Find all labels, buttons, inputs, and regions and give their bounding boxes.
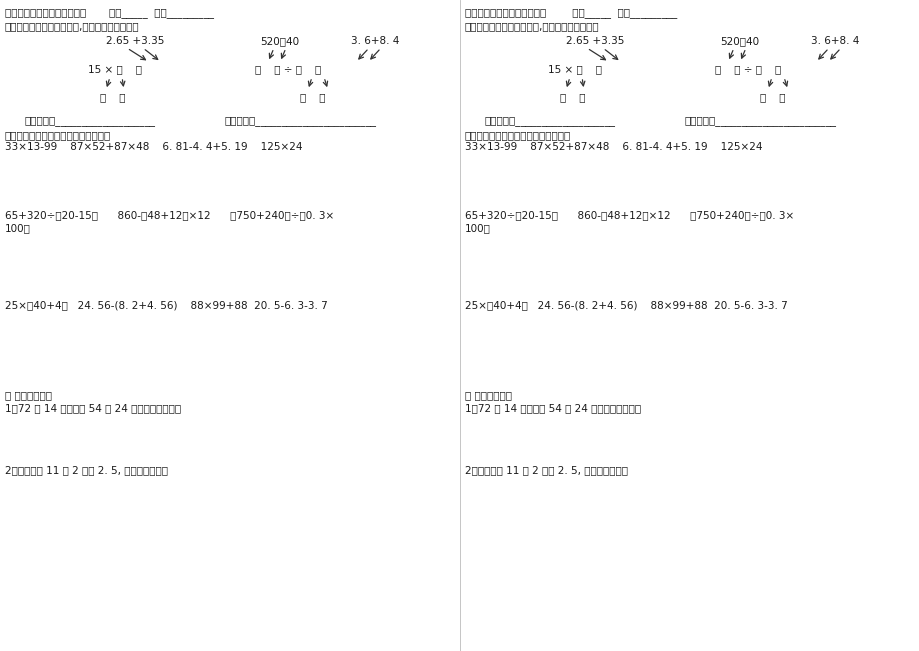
Text: 33×13-99    87×52+87×48    6. 81-4. 4+5. 19    125×24: 33×13-99 87×52+87×48 6. 81-4. 4+5. 19 12… bbox=[5, 142, 302, 152]
Text: （    ）: （ ） bbox=[560, 92, 584, 102]
Text: 四年级下册计算题练习第五天        学号_____  姓名_________: 四年级下册计算题练习第五天 学号_____ 姓名_________ bbox=[464, 8, 676, 18]
Text: 一、在括号里填上适当的数,然后列出综合算式：: 一、在括号里填上适当的数,然后列出综合算式： bbox=[464, 21, 599, 31]
Text: 三、计算，有些能简便的要简便计算：: 三、计算，有些能简便的要简便计算： bbox=[5, 130, 111, 140]
Text: （    ）: （ ） bbox=[759, 92, 785, 102]
Text: 2、一个数比 11 的 2 倍少 2. 5, 这个数是多少？: 2、一个数比 11 的 2 倍少 2. 5, 这个数是多少？ bbox=[464, 465, 628, 475]
Text: 520－40: 520－40 bbox=[260, 36, 300, 46]
Text: （    ） ÷ （    ）: （ ） ÷ （ ） bbox=[255, 64, 321, 74]
Text: 33×13-99    87×52+87×48    6. 81-4. 4+5. 19    125×24: 33×13-99 87×52+87×48 6. 81-4. 4+5. 19 12… bbox=[464, 142, 762, 152]
Text: 520－40: 520－40 bbox=[720, 36, 759, 46]
Text: 综合算式：___________________: 综合算式：___________________ bbox=[484, 116, 616, 126]
Text: 2.65 +3.35: 2.65 +3.35 bbox=[565, 36, 623, 46]
Text: 一、在括号里填上适当的数,然后列出综合算式：: 一、在括号里填上适当的数,然后列出综合算式： bbox=[5, 21, 140, 31]
Text: 1、72 与 14 的和乘以 54 与 24 的差，积是多少？: 1、72 与 14 的和乘以 54 与 24 的差，积是多少？ bbox=[5, 403, 181, 413]
Text: 四年级下册计算题练习第五天       学号_____  姓名_________: 四年级下册计算题练习第五天 学号_____ 姓名_________ bbox=[5, 8, 214, 18]
Text: 四 、列式计算。: 四 、列式计算。 bbox=[5, 390, 52, 400]
Text: 四 、列式计算。: 四 、列式计算。 bbox=[464, 390, 512, 400]
Text: 综合算式：___________________: 综合算式：___________________ bbox=[25, 116, 156, 126]
Text: 100）: 100） bbox=[5, 223, 31, 233]
Text: 1、72 与 14 的和乘以 54 与 24 的差，积是多少？: 1、72 与 14 的和乘以 54 与 24 的差，积是多少？ bbox=[464, 403, 641, 413]
Text: （    ）: （ ） bbox=[100, 92, 125, 102]
Text: 25×（40+4）   24. 56-(8. 2+4. 56)    88×99+88  20. 5-6. 3-3. 7: 25×（40+4） 24. 56-(8. 2+4. 56) 88×99+88 2… bbox=[5, 300, 327, 310]
Text: 2、一个数比 11 的 2 倍少 2. 5, 这个数是多少？: 2、一个数比 11 的 2 倍少 2. 5, 这个数是多少？ bbox=[5, 465, 168, 475]
Text: 15 × （    ）: 15 × （ ） bbox=[548, 64, 601, 74]
Text: 100）: 100） bbox=[464, 223, 491, 233]
Text: 3. 6+8. 4: 3. 6+8. 4 bbox=[350, 36, 399, 46]
Text: 综合算式：_______________________: 综合算式：_______________________ bbox=[225, 116, 377, 126]
Text: 15 × （    ）: 15 × （ ） bbox=[88, 64, 142, 74]
Text: 综合算式：_______________________: 综合算式：_______________________ bbox=[685, 116, 836, 126]
Text: 25×（40+4）   24. 56-(8. 2+4. 56)    88×99+88  20. 5-6. 3-3. 7: 25×（40+4） 24. 56-(8. 2+4. 56) 88×99+88 2… bbox=[464, 300, 787, 310]
Text: 65+320÷（20-15）      860-（48+12）×12      （750+240）÷（0. 3×: 65+320÷（20-15） 860-（48+12）×12 （750+240）÷… bbox=[5, 210, 334, 220]
Text: 3. 6+8. 4: 3. 6+8. 4 bbox=[810, 36, 858, 46]
Text: （    ） ÷ （    ）: （ ） ÷ （ ） bbox=[714, 64, 780, 74]
Text: 65+320÷（20-15）      860-（48+12）×12      （750+240）÷（0. 3×: 65+320÷（20-15） 860-（48+12）×12 （750+240）÷… bbox=[464, 210, 793, 220]
Text: 三、计算，有些能简便的要简便计算：: 三、计算，有些能简便的要简便计算： bbox=[464, 130, 571, 140]
Text: （    ）: （ ） bbox=[300, 92, 325, 102]
Text: 2.65 +3.35: 2.65 +3.35 bbox=[106, 36, 164, 46]
